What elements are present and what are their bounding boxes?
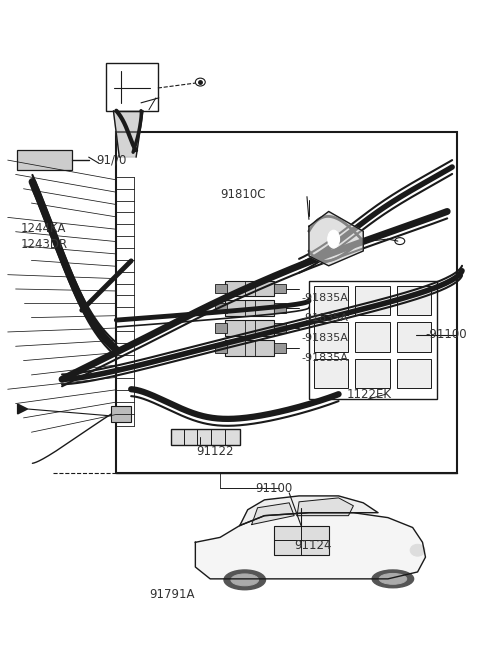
Bar xyxy=(225,281,275,296)
Bar xyxy=(116,133,457,473)
Bar xyxy=(107,63,158,111)
Bar xyxy=(225,340,275,355)
Text: -91835A: -91835A xyxy=(301,333,348,343)
Text: -91835A: -91835A xyxy=(301,294,348,304)
Polygon shape xyxy=(113,111,143,157)
Ellipse shape xyxy=(231,574,259,586)
Text: 1243DR: 1243DR xyxy=(21,238,68,250)
Bar xyxy=(275,304,286,313)
Text: 1244KA: 1244KA xyxy=(21,222,66,235)
Bar xyxy=(225,300,275,316)
Bar xyxy=(397,322,432,351)
Text: -91835A: -91835A xyxy=(301,313,348,323)
Bar xyxy=(397,359,432,388)
Ellipse shape xyxy=(224,570,265,590)
Bar xyxy=(215,284,227,294)
Polygon shape xyxy=(240,496,378,526)
Bar xyxy=(314,322,348,351)
Bar xyxy=(309,281,437,399)
Polygon shape xyxy=(252,503,294,524)
Bar xyxy=(355,322,390,351)
Ellipse shape xyxy=(410,544,425,556)
Polygon shape xyxy=(309,212,363,266)
Text: 91122: 91122 xyxy=(196,445,234,458)
Ellipse shape xyxy=(372,570,414,588)
Polygon shape xyxy=(18,404,27,414)
Bar xyxy=(48,154,57,166)
Text: 91791A: 91791A xyxy=(149,588,194,601)
Bar xyxy=(225,320,275,336)
Text: 1122EK: 1122EK xyxy=(347,388,392,401)
Bar xyxy=(397,286,432,315)
Bar xyxy=(314,286,348,315)
Bar xyxy=(215,343,227,353)
Bar xyxy=(111,406,131,422)
Text: -91100: -91100 xyxy=(425,328,467,342)
Polygon shape xyxy=(195,512,425,579)
Text: 91124: 91124 xyxy=(294,539,332,552)
Text: 91810C: 91810C xyxy=(220,188,265,201)
Text: -91835A: -91835A xyxy=(301,353,348,363)
Bar xyxy=(215,304,227,313)
Polygon shape xyxy=(297,498,353,516)
Bar xyxy=(17,150,72,170)
Text: 91100: 91100 xyxy=(256,482,293,495)
Bar xyxy=(171,429,240,445)
Bar xyxy=(355,359,390,388)
Bar xyxy=(21,154,29,166)
Bar xyxy=(275,526,329,555)
Bar xyxy=(314,359,348,388)
Ellipse shape xyxy=(379,574,407,584)
Bar xyxy=(355,286,390,315)
Bar xyxy=(275,343,286,353)
Bar xyxy=(215,323,227,333)
Text: 91//0: 91//0 xyxy=(96,154,127,167)
Bar xyxy=(275,323,286,333)
Bar xyxy=(35,154,43,166)
Bar xyxy=(275,284,286,294)
Ellipse shape xyxy=(328,230,339,248)
